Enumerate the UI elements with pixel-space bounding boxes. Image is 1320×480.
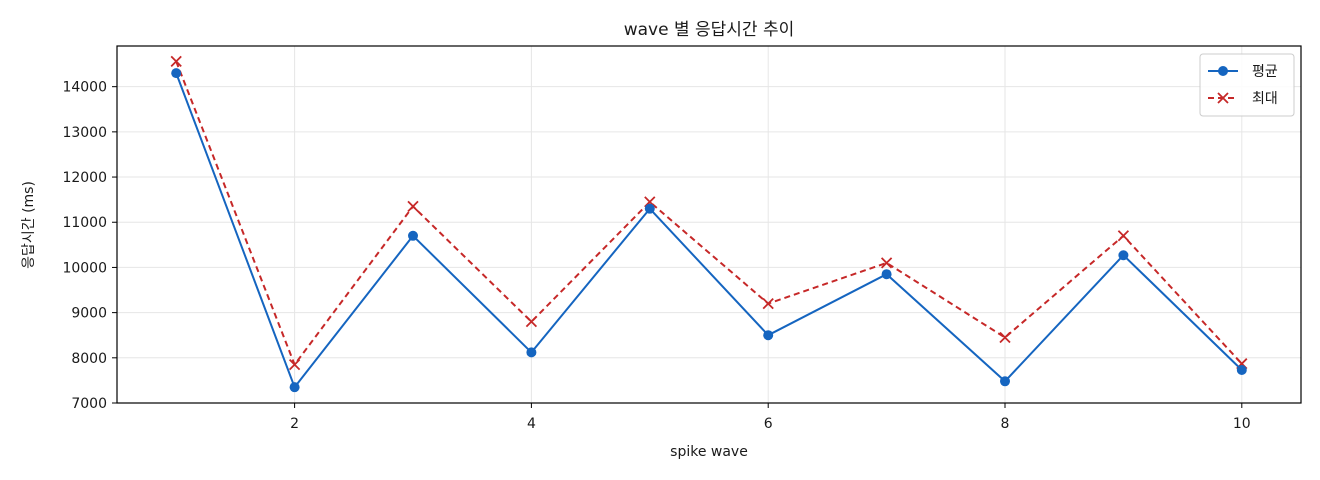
data-point-mean — [644, 203, 655, 214]
y-tick-label: 10000 — [62, 260, 107, 276]
data-point-max — [288, 358, 301, 371]
y-tick-label: 12000 — [62, 170, 107, 186]
data-point-max — [999, 331, 1011, 344]
data-point-mean — [1236, 365, 1247, 376]
data-point-mean — [763, 330, 774, 341]
x-tick-label: 6 — [764, 416, 773, 432]
y-axis-label: 응답시간 (ms) — [21, 181, 37, 269]
data-point-max — [762, 297, 774, 310]
legend-marker-mean — [1218, 66, 1228, 76]
data-point-mean — [408, 230, 418, 241]
data-point-mean — [1118, 250, 1129, 261]
data-point-mean — [881, 269, 892, 280]
plot-frame — [116, 45, 1302, 404]
y-tick-label: 9000 — [71, 306, 107, 322]
series-layer — [170, 55, 1248, 393]
data-point-max — [880, 257, 893, 269]
grid — [117, 46, 1301, 404]
axes: 2 4 6 8 10 7000 8000 9000 10000 11000 12000 13000 14… — [62, 80, 1250, 432]
series-line-mean — [175, 72, 1243, 389]
legend-marker-max — [1217, 92, 1229, 104]
chart-title: wave 별 응답시간 추이 — [624, 20, 795, 40]
x-tick-label: 8 — [1001, 416, 1010, 432]
y-tick-label: 8000 — [71, 351, 107, 367]
x-tick-label: 10 — [1233, 416, 1251, 432]
y-tick-label: 11000 — [62, 215, 107, 231]
x-tick-label: 2 — [290, 416, 299, 432]
legend-label-mean: 평균 — [1252, 64, 1278, 80]
x-tick-label: 4 — [527, 416, 536, 432]
y-tick-label: 14000 — [62, 80, 107, 96]
y-tick-label: 7000 — [71, 396, 107, 412]
data-point-max — [1117, 230, 1130, 242]
data-point-mean — [526, 347, 537, 358]
data-point-max — [170, 55, 182, 68]
data-point-max — [407, 200, 419, 213]
data-point-max — [525, 316, 538, 328]
legend-label-max: 최대 — [1252, 91, 1278, 107]
data-point-mean — [171, 68, 182, 79]
y-tick-label: 13000 — [62, 125, 107, 141]
data-point-mean — [1000, 376, 1010, 387]
series-line-max — [175, 61, 1243, 366]
x-axis-label: spike wave — [670, 444, 748, 460]
legend-box — [1199, 53, 1295, 117]
data-point-mean — [289, 382, 300, 393]
legend: 평균 최대 — [1199, 53, 1295, 117]
